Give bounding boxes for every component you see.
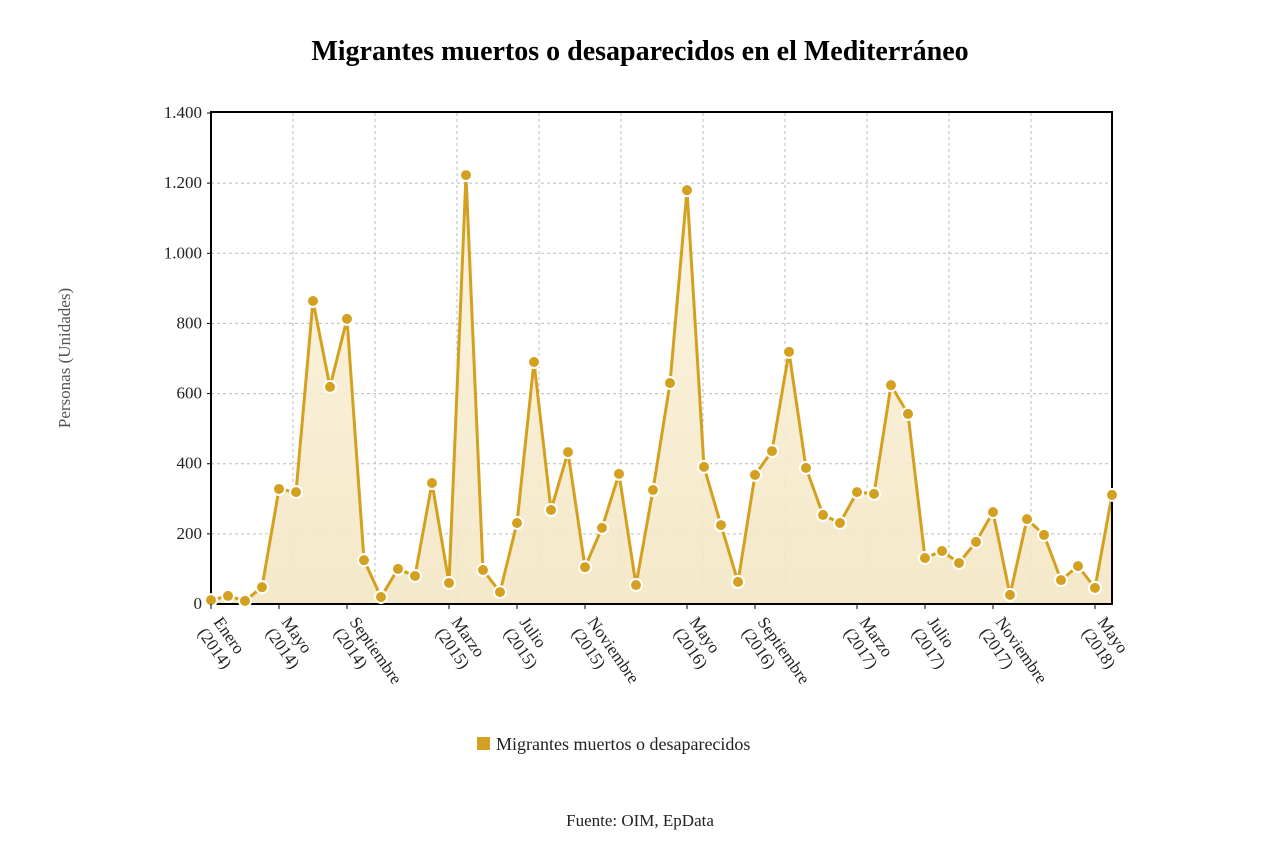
y-tick-label: 0 (194, 594, 203, 613)
data-point[interactable] (340, 311, 354, 326)
x-tick-label: Septiembre(2014) (330, 613, 406, 698)
data-point[interactable] (561, 445, 575, 460)
y-axis-ticks: 0 200 400 600 800 1.000 1.200 1.400 (164, 103, 211, 613)
plot-frame (210, 111, 1113, 605)
source-note: Fuente: OIM, EpData (566, 811, 714, 830)
data-point[interactable] (782, 344, 796, 359)
x-tick-label: Mayo(2018) (1078, 613, 1135, 672)
data-point[interactable] (357, 553, 371, 568)
data-point[interactable] (595, 520, 609, 535)
data-point[interactable] (935, 544, 949, 559)
data-point[interactable] (238, 593, 252, 608)
data-point[interactable] (289, 485, 303, 500)
y-tick-label: 600 (177, 384, 203, 403)
data-point[interactable] (221, 588, 235, 603)
data-point[interactable] (629, 578, 643, 593)
y-tick-label: 800 (177, 313, 203, 332)
data-point[interactable] (425, 476, 439, 491)
series-area (211, 175, 1112, 605)
data-point[interactable] (680, 183, 694, 198)
data-point[interactable] (374, 589, 388, 604)
data-point[interactable] (833, 515, 847, 530)
data-point[interactable] (731, 574, 745, 589)
x-tick-label: Mayo(2014) (262, 613, 319, 672)
legend-label: Migrantes muertos o desaparecidos (496, 734, 750, 754)
y-tick-label: 1.200 (164, 173, 202, 192)
legend[interactable]: Migrantes muertos o desaparecidos (477, 734, 750, 754)
data-point[interactable] (1054, 573, 1068, 588)
data-point[interactable] (1105, 487, 1119, 502)
x-tick-label: Enero(2014) (194, 613, 251, 672)
data-point[interactable] (476, 562, 490, 577)
x-tick-label: Julio(2015) (500, 613, 557, 672)
data-point[interactable] (323, 379, 337, 394)
data-point[interactable] (850, 485, 864, 500)
data-point[interactable] (901, 406, 915, 421)
x-tick-label: Marzo(2017) (840, 613, 897, 672)
data-point[interactable] (255, 580, 269, 595)
data-point[interactable] (697, 459, 711, 474)
data-point[interactable] (765, 444, 779, 459)
data-point[interactable] (799, 460, 813, 475)
x-tick-label: Septiembre(2016) (738, 613, 814, 698)
data-point[interactable] (391, 561, 405, 576)
data-point[interactable] (663, 376, 677, 391)
data-point[interactable] (272, 481, 286, 496)
data-point[interactable] (1071, 559, 1085, 574)
data-point[interactable] (1037, 527, 1051, 542)
data-point[interactable] (1088, 580, 1102, 595)
data-point[interactable] (748, 467, 762, 482)
x-axis-ticks: Enero(2014) Mayo(2014) Septiembre(2014) Mar… (194, 604, 1135, 698)
data-point[interactable] (527, 355, 541, 370)
y-axis-label: Personas (Unidades) (55, 288, 74, 428)
data-point[interactable] (867, 486, 881, 501)
data-point[interactable] (952, 555, 966, 570)
data-point[interactable] (578, 560, 592, 575)
data-point[interactable] (646, 483, 660, 498)
data-point[interactable] (493, 585, 507, 600)
data-point[interactable] (714, 518, 728, 533)
data-point[interactable] (612, 466, 626, 481)
data-point[interactable] (816, 507, 830, 522)
data-point[interactable] (408, 568, 422, 583)
y-tick-label: 200 (177, 524, 203, 543)
legend-swatch (477, 737, 490, 750)
data-point[interactable] (510, 515, 524, 530)
x-tick-label: Mayo(2016) (670, 613, 727, 672)
x-tick-label: Noviembre(2017) (976, 613, 1051, 697)
data-point[interactable] (986, 505, 1000, 520)
data-point[interactable] (969, 534, 983, 549)
data-point[interactable] (884, 378, 898, 393)
x-tick-label: Marzo(2015) (432, 613, 489, 672)
y-tick-label: 1.400 (164, 103, 202, 122)
data-point[interactable] (459, 168, 473, 183)
data-point[interactable] (306, 293, 320, 308)
data-point[interactable] (918, 551, 932, 566)
data-point[interactable] (1020, 512, 1034, 527)
x-tick-label: Noviembre(2015) (568, 613, 643, 697)
data-point[interactable] (442, 575, 456, 590)
x-tick-label: Julio(2017) (908, 613, 965, 672)
chart-title: Migrantes muertos o desaparecidos en el … (311, 36, 968, 67)
data-point[interactable] (1003, 587, 1017, 602)
data-point[interactable] (544, 503, 558, 518)
y-tick-label: 400 (177, 454, 203, 473)
y-tick-label: 1.000 (164, 243, 202, 262)
